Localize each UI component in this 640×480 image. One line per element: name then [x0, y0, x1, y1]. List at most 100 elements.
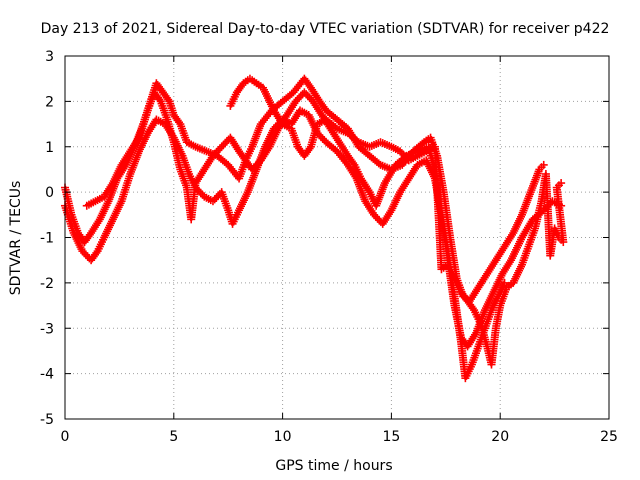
data-point: [524, 226, 539, 251]
y-tick-label: 1: [45, 140, 54, 156]
data-point: [108, 199, 125, 224]
data-point: [350, 160, 364, 181]
data-point: [226, 90, 240, 110]
data-point: [176, 165, 191, 190]
data-point: [463, 330, 480, 351]
x-tick-label: 25: [600, 429, 618, 445]
data-point: [306, 83, 323, 104]
data-point: [463, 297, 477, 313]
data-point: [322, 106, 340, 123]
data-point: [461, 362, 475, 383]
data-point: [430, 142, 446, 272]
data-point: [269, 106, 286, 127]
data-point: [356, 174, 373, 195]
data-point: [248, 122, 265, 151]
y-axis-label: SDTVAR / TECUs: [8, 181, 24, 296]
y-tick-label: 3: [45, 49, 54, 65]
data-point: [517, 190, 534, 219]
data-point: [300, 88, 316, 104]
x-tick-label: 10: [274, 429, 292, 445]
data-point: [476, 319, 491, 349]
data-point: [61, 201, 77, 235]
data-point: [372, 181, 389, 210]
data-point: [228, 208, 242, 228]
data-point: [365, 139, 383, 151]
data-point: [248, 158, 264, 174]
data-point: [413, 148, 429, 160]
data-point: [539, 160, 548, 169]
data-point: [169, 110, 184, 127]
data-point: [378, 208, 395, 228]
data-point: [491, 303, 504, 333]
y-tick-label: -2: [40, 276, 54, 292]
data-point: [78, 247, 94, 263]
data-point: [287, 124, 302, 149]
data-point: [376, 138, 394, 150]
data-point: [217, 188, 232, 213]
data-point: [150, 88, 164, 104]
data-point: [487, 326, 500, 369]
y-tick-label: -4: [40, 367, 54, 383]
data-point: [457, 287, 471, 304]
data-point: [69, 228, 86, 254]
data-point: [365, 151, 383, 168]
data-point: [239, 76, 252, 88]
data-point: [108, 162, 125, 188]
data-point: [480, 289, 497, 315]
data-point: [126, 149, 143, 178]
data-point: [557, 179, 566, 188]
data-point: [278, 120, 294, 132]
chart-title: Day 213 of 2021, Sidereal Day-to-day VTE…: [41, 21, 610, 37]
data-point: [450, 292, 465, 344]
y-tick-label: -1: [40, 231, 54, 247]
data-point: [322, 115, 340, 132]
x-tick-label: 15: [382, 429, 400, 445]
data-point: [335, 138, 351, 158]
x-axis-label: GPS time / hours: [275, 458, 392, 474]
data-point: [243, 167, 260, 197]
data-point: [256, 108, 275, 129]
x-tick-label: 0: [61, 429, 70, 445]
data-point: [191, 167, 208, 188]
data-point: [117, 172, 134, 206]
y-tick-label: 0: [45, 185, 54, 201]
data-point: [404, 152, 420, 165]
data-points: [61, 74, 568, 383]
data-point: [354, 138, 372, 150]
y-tick-label: 2: [45, 94, 54, 110]
data-point: [354, 142, 372, 159]
data-point: [496, 285, 510, 310]
data-point: [100, 217, 116, 242]
y-tick-label: -3: [40, 321, 54, 337]
data-point: [507, 235, 525, 265]
data-point: [509, 262, 525, 287]
data-point: [343, 151, 358, 168]
data-point: [470, 306, 484, 326]
data-point: [156, 97, 171, 122]
data-point: [208, 189, 224, 206]
data-point: [387, 190, 404, 215]
data-point: [500, 278, 509, 287]
data-point: [208, 144, 224, 160]
data-point: [259, 83, 277, 113]
data-point: [333, 124, 350, 137]
data-point: [396, 176, 412, 197]
data-point: [443, 260, 458, 281]
data-point: [361, 197, 377, 217]
data-point: [91, 193, 106, 206]
series-track-d: [226, 74, 568, 369]
data-point: [498, 258, 514, 278]
data-point: [467, 344, 482, 369]
x-tick-label: 20: [491, 429, 509, 445]
data-point: [531, 199, 545, 233]
data-point: [380, 162, 399, 188]
data-point: [489, 271, 506, 296]
data-point: [163, 115, 178, 144]
data-point: [509, 212, 525, 237]
x-tick-label: 5: [169, 429, 178, 445]
data-point: [474, 271, 490, 292]
data-point: [134, 108, 151, 142]
data-point: [232, 81, 247, 97]
data-point: [376, 160, 394, 173]
